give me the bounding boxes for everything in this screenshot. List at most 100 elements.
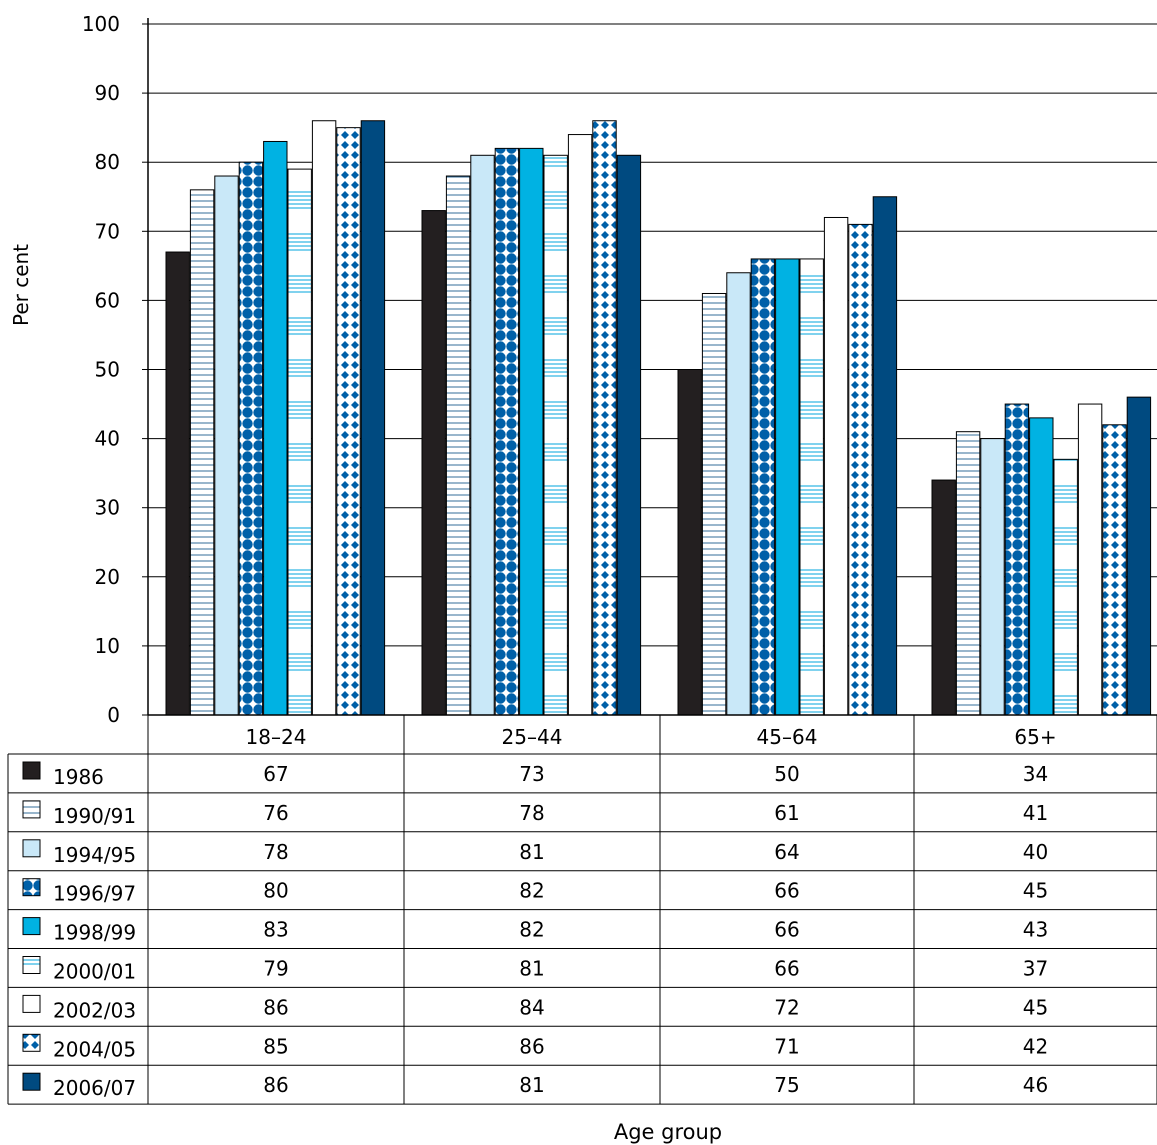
legend-label: 1990/91 [53, 804, 136, 828]
bar-2004-05-0 [336, 127, 361, 716]
bar-1994-95-1 [470, 154, 495, 716]
bar-2006-07-0 [360, 120, 386, 716]
bar-1990-91-1 [445, 175, 471, 716]
bar-2004-05-3 [1102, 424, 1127, 716]
axes: 0 10 20 30 40 50 60 70 80 90 100 [82, 12, 1157, 727]
legend-swatch-1994-95 [22, 839, 41, 858]
bar-2000-01-1 [543, 154, 568, 716]
legend-swatch-2000-01 [22, 956, 41, 974]
data-label: 75 [774, 1073, 799, 1097]
data-label: 46 [1023, 1073, 1048, 1097]
y-tick-label: 20 [95, 565, 120, 589]
data-label: 41 [1023, 801, 1048, 825]
data-label: 86 [519, 1034, 544, 1058]
legend-label: 1996/97 [53, 882, 136, 906]
bar-2006-07-1 [616, 154, 642, 716]
data-label: 67 [263, 762, 288, 786]
bar-2000-01-3 [1053, 458, 1078, 716]
legend-swatch-1998-99 [22, 917, 41, 936]
data-label: 79 [263, 957, 288, 981]
legend-label: 1994/95 [53, 843, 136, 867]
bar-2002-03-0 [311, 120, 337, 716]
data-label: 81 [519, 957, 544, 981]
data-label: 50 [774, 762, 799, 786]
bar-1986-3 [931, 479, 956, 716]
legend-label: 2006/07 [53, 1076, 136, 1100]
y-tick-label: 0 [107, 703, 120, 727]
data-label: 81 [519, 1073, 544, 1097]
x-tick-label: 25–44 [502, 725, 563, 749]
bar-2004-05-1 [592, 120, 617, 716]
bar-1998-99-0 [263, 140, 288, 716]
bar-2006-07-2 [872, 196, 898, 716]
y-tick-label: 10 [95, 634, 120, 658]
data-label: 73 [519, 762, 544, 786]
x-tick-label: 65+ [1014, 725, 1056, 749]
x-tick-label: 18–24 [246, 725, 307, 749]
data-label: 78 [519, 801, 544, 825]
data-label: 37 [1023, 957, 1048, 981]
data-label: 64 [774, 840, 799, 864]
legend-swatch-2002-03 [22, 994, 41, 1013]
x-axis-label: Age group [614, 1120, 722, 1144]
data-label: 80 [263, 879, 288, 903]
bar-2000-01-0 [287, 168, 312, 716]
bar-1996-97-1 [494, 147, 520, 716]
data-label: 84 [519, 995, 544, 1019]
data-label: 66 [774, 879, 799, 903]
bar-1994-95-0 [214, 175, 239, 716]
y-tick-label: 40 [95, 427, 120, 451]
data-label: 78 [263, 840, 288, 864]
bar-2002-03-1 [567, 134, 593, 716]
data-label: 72 [774, 995, 799, 1019]
bar-1996-97-3 [1004, 403, 1030, 716]
bar-2006-07-3 [1126, 396, 1152, 716]
bar-1996-97-0 [238, 161, 264, 716]
data-label: 83 [263, 918, 288, 942]
y-tick-label: 30 [95, 496, 120, 520]
legend-label: 1998/99 [53, 921, 136, 945]
data-label: 45 [1023, 995, 1048, 1019]
x-tick-label: 45–64 [757, 725, 818, 749]
data-label: 82 [519, 879, 544, 903]
y-tick-label: 90 [95, 81, 120, 105]
bars [165, 120, 1152, 716]
data-label: 34 [1023, 762, 1048, 786]
data-label: 61 [774, 801, 799, 825]
bar-1998-99-1 [519, 147, 544, 716]
bar-2002-03-3 [1077, 403, 1103, 716]
data-label: 40 [1023, 840, 1048, 864]
bar-2000-01-2 [799, 258, 824, 716]
data-label: 71 [774, 1034, 799, 1058]
data-label: 85 [263, 1034, 288, 1058]
legend-label: 2004/05 [53, 1037, 136, 1061]
bar-1986-2 [677, 369, 702, 716]
legend-swatch-1986 [22, 761, 41, 780]
legend-label: 2002/03 [53, 998, 136, 1022]
y-tick-label: 70 [95, 219, 120, 243]
data-label: 66 [774, 918, 799, 942]
bar-1990-91-2 [701, 292, 727, 716]
data-label: 86 [263, 1073, 288, 1097]
y-tick-label: 100 [82, 12, 120, 36]
legend-swatch-2006-07 [22, 1072, 41, 1091]
legend-label: 2000/01 [53, 960, 136, 984]
data-label: 43 [1023, 918, 1048, 942]
data-label: 45 [1023, 879, 1048, 903]
legend-swatch-1990-91 [22, 800, 41, 819]
bar-1986-1 [421, 210, 446, 716]
bar-1998-99-2 [775, 258, 800, 716]
bar-1994-95-2 [726, 272, 751, 716]
bar-2002-03-2 [823, 216, 849, 716]
y-tick-label: 60 [95, 288, 120, 312]
bar-1990-91-3 [955, 431, 981, 716]
legend-swatch-1996-97 [22, 878, 41, 897]
bar-2004-05-2 [848, 223, 873, 716]
data-label: 42 [1023, 1034, 1048, 1058]
legend-swatch-2004-05 [22, 1033, 41, 1052]
bar-1990-91-0 [189, 189, 215, 716]
data-table: 18–24 25–44 45–64 65+ 1986 67 73 50 34 1990/91 76 7… [7, 715, 1157, 1105]
legend-label: 1986 [53, 765, 104, 789]
data-label: 76 [263, 801, 288, 825]
